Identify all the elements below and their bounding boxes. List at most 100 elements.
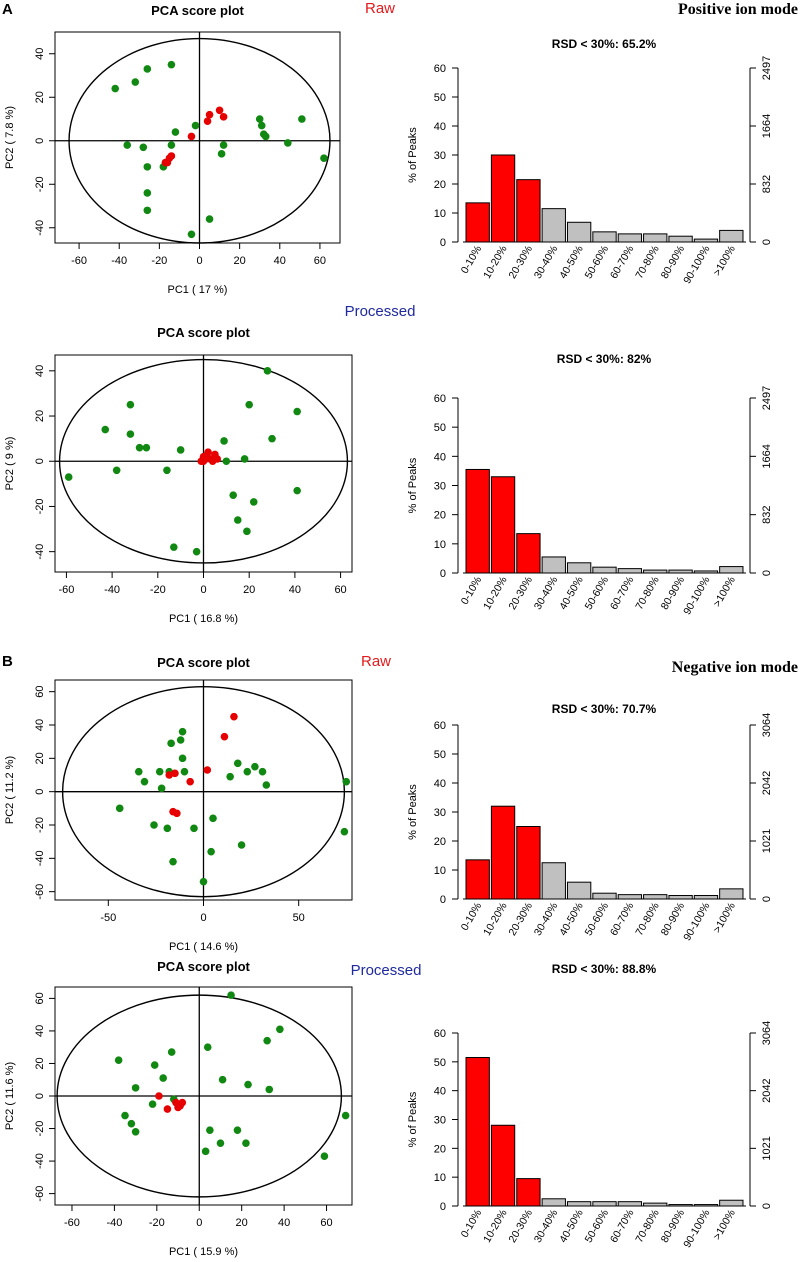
sample-point: [140, 777, 149, 786]
qc-point: [203, 117, 212, 125]
bar-60-70%: [617, 894, 643, 900]
bar->100%: [719, 888, 744, 900]
x-tick-label: 50: [293, 912, 305, 924]
sample-point: [155, 767, 164, 776]
bar-40-50%: [566, 221, 592, 243]
y-tick-label: -60: [34, 1186, 46, 1202]
condition-label-pos-processed: Processed: [345, 303, 416, 320]
sample-point: [262, 781, 271, 789]
y-axis-label: % of Peaks: [407, 457, 419, 513]
sample-point: [249, 498, 258, 506]
y-tick-label: 0: [34, 789, 46, 795]
y-tick-label: -40: [34, 1153, 46, 1169]
y-tick-label: 40: [34, 719, 46, 731]
sample-point: [121, 1111, 129, 1120]
sample-point: [218, 1075, 227, 1084]
y-tick-label: 40: [34, 48, 46, 60]
qc-point: [171, 769, 179, 778]
plot-title: PCA score plot: [157, 655, 250, 670]
sample-point: [134, 767, 143, 776]
category-label: >100%: [711, 575, 738, 610]
sample-point: [298, 115, 306, 123]
y-tick-label: 60: [434, 63, 446, 75]
bar-80-90%: [668, 895, 693, 900]
y-tick-label: 20: [34, 91, 46, 103]
sample-point: [243, 527, 251, 536]
x-tick-label: 60: [320, 1217, 332, 1229]
sample-point: [167, 739, 175, 748]
bar-70-80%: [643, 894, 668, 900]
bar-30-40%: [541, 1198, 566, 1207]
histogram-title: RSD < 30%: 65.2%: [552, 37, 657, 51]
y-tick-label: 0: [440, 237, 446, 249]
bar-70-80%: [643, 233, 668, 243]
y-tick-label: 50: [434, 422, 446, 434]
y-tick-label: 40: [434, 1086, 446, 1098]
bar-10-20%: [490, 805, 516, 900]
x-tick-label: -20: [150, 584, 166, 596]
sample-point: [199, 877, 208, 886]
qc-point: [230, 712, 238, 721]
x-tick-label: 20: [234, 255, 246, 267]
qc-point: [213, 455, 222, 463]
y-tick-label: 20: [434, 179, 446, 191]
pca-plot-pca_pos_processed: PCA score plot -60 -40 -20 0 20 40 60 -40 -20 0 20 4…: [4, 325, 353, 625]
pca-plot-pca_neg_raw: PCA score plot -50 0 50 -60 -40 -20 0 20 40 60 PC1 …: [4, 655, 353, 953]
sample-point: [176, 446, 185, 454]
y-tick-label: 20: [34, 1057, 46, 1069]
sample-point: [201, 1147, 210, 1156]
rsd-histogram-rsd_pos_raw: RSD < 30%: 65.2% 0 10 20 30 40 50 60 % of Peaks 0…: [407, 37, 773, 286]
histogram-title: RSD < 30%: 82%: [557, 352, 652, 366]
bar-50-60%: [592, 1201, 617, 1207]
series-samples: [115, 727, 351, 886]
series-samples: [114, 991, 350, 1160]
sample-point: [222, 457, 231, 466]
qc-point: [165, 771, 174, 779]
y-tick-label: 40: [434, 778, 446, 790]
right-tick-label: 2497: [761, 386, 773, 410]
plots: PCA score plot-60 -40 -20 0 20 40 60-40-200204…: [4, 3, 773, 1258]
sample-point: [157, 784, 166, 793]
sample-point: [261, 132, 270, 141]
bar-20-30%: [516, 826, 541, 900]
bar-60-70%: [617, 233, 643, 243]
right-tick-label: 1664: [761, 114, 773, 138]
bar-50-60%: [592, 231, 617, 243]
bar-0-10%: [465, 1057, 490, 1207]
sample-point: [237, 841, 246, 849]
y-tick-label: 60: [434, 1028, 446, 1040]
sample-point: [131, 1084, 140, 1092]
sample-point: [320, 1152, 329, 1160]
sample-point: [178, 727, 187, 736]
x-tick-label: -20: [151, 255, 167, 267]
bar-10-20%: [490, 1124, 516, 1207]
y-tick-label: 0: [34, 458, 46, 464]
y-tick-label: 60: [434, 720, 446, 732]
bar-40-50%: [566, 1201, 592, 1207]
sample-point: [255, 115, 264, 123]
y-tick-label: 0: [440, 1201, 446, 1213]
series-samples: [64, 367, 301, 556]
y-tick-label: -20: [34, 817, 46, 833]
sample-point: [176, 736, 185, 744]
series-qc: [197, 448, 222, 466]
sample-point: [207, 847, 215, 856]
sample-point: [115, 804, 124, 813]
series-qc: [155, 1092, 187, 1113]
x-tick-label: 0: [200, 584, 206, 596]
bar-20-30%: [516, 533, 541, 574]
sample-point: [342, 777, 351, 786]
y-tick-label: 40: [34, 1025, 46, 1037]
bar-20-30%: [516, 179, 541, 243]
sample-point: [293, 486, 301, 495]
sample-point: [167, 1048, 176, 1056]
sample-point: [127, 1119, 136, 1128]
right-tick-label: 2042: [761, 1078, 773, 1102]
sample-point: [170, 543, 178, 551]
qc-point: [155, 1092, 163, 1100]
x-tick-label: 40: [278, 1217, 290, 1229]
bar-10-20%: [490, 154, 516, 243]
x-tick-label: 60: [314, 255, 326, 267]
sample-point: [101, 425, 110, 434]
sample-point: [143, 65, 152, 73]
